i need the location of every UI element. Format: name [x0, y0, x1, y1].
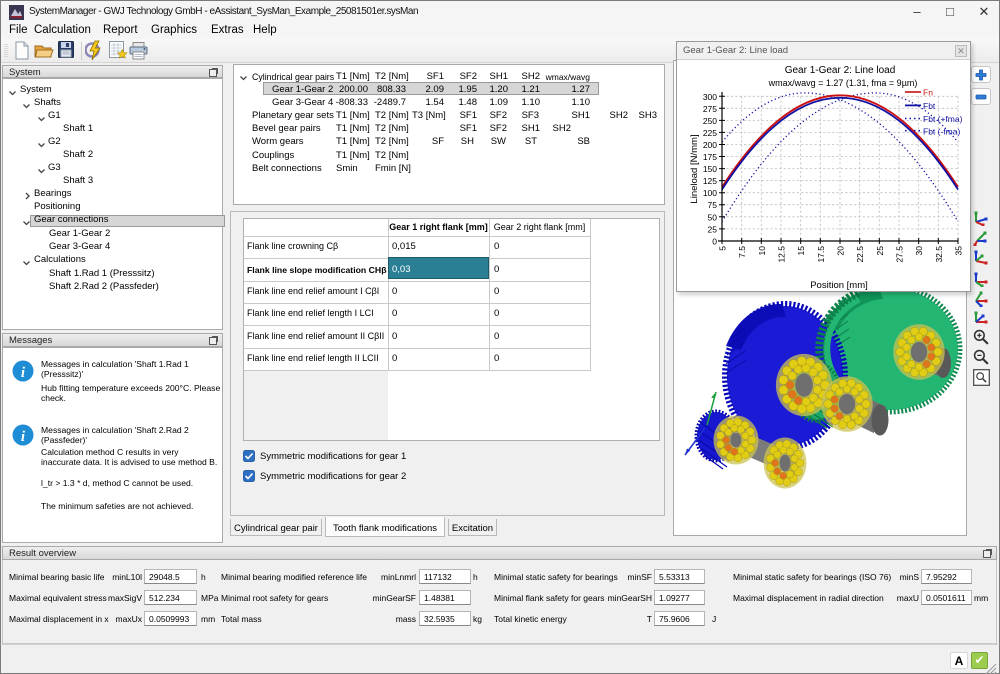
- svg-text:i: i: [21, 365, 26, 381]
- svg-text:Lineload [N/mm]: Lineload [N/mm]: [689, 134, 700, 203]
- svg-text:75: 75: [708, 200, 718, 210]
- svg-text:12.5: 12.5: [777, 246, 787, 263]
- svg-text:200: 200: [703, 140, 717, 150]
- svg-text:27.5: 27.5: [895, 246, 905, 263]
- svg-text:250: 250: [703, 116, 717, 126]
- svg-text:Position [mm]: Position [mm]: [810, 280, 868, 291]
- svg-text:32.5: 32.5: [934, 246, 944, 263]
- svg-text:7.5: 7.5: [737, 246, 747, 258]
- svg-text:30: 30: [914, 246, 924, 256]
- svg-text:Fbt: Fbt: [923, 101, 936, 111]
- svg-text:22.5: 22.5: [855, 246, 865, 263]
- svg-text:300: 300: [703, 92, 717, 102]
- svg-text:50: 50: [708, 212, 718, 222]
- svg-text:275: 275: [703, 104, 717, 114]
- svg-text:i: i: [21, 429, 26, 445]
- svg-text:225: 225: [703, 128, 717, 138]
- svg-text:10: 10: [757, 246, 767, 256]
- svg-text:Fn: Fn: [923, 88, 933, 98]
- svg-text:0: 0: [712, 237, 717, 247]
- svg-text:25: 25: [875, 246, 885, 256]
- svg-text:15: 15: [796, 246, 806, 256]
- svg-text:Fbt (+fma): Fbt (+fma): [923, 114, 963, 124]
- svg-text:20: 20: [836, 246, 846, 256]
- svg-text:25: 25: [708, 224, 718, 234]
- svg-text:125: 125: [703, 176, 717, 186]
- svg-text:17.5: 17.5: [816, 246, 826, 263]
- svg-text:5: 5: [718, 246, 728, 251]
- svg-text:175: 175: [703, 152, 717, 162]
- svg-text:150: 150: [703, 164, 717, 174]
- svg-text:100: 100: [703, 188, 717, 198]
- svg-text:Fbt (-fma): Fbt (-fma): [923, 126, 960, 136]
- svg-text:Gear 1-Gear 2: Line load: Gear 1-Gear 2: Line load: [785, 65, 896, 76]
- svg-text:35: 35: [954, 246, 964, 256]
- svg-text:wmax/wavg = 1.27 (1.31, fma =: wmax/wavg = 1.27 (1.31, fma = 9µm): [768, 78, 918, 88]
